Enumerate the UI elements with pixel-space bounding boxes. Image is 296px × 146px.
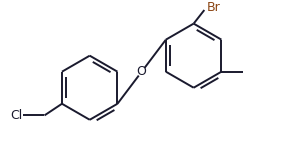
Text: Cl: Cl xyxy=(10,109,22,122)
Text: Br: Br xyxy=(206,1,220,14)
Text: O: O xyxy=(137,65,147,78)
